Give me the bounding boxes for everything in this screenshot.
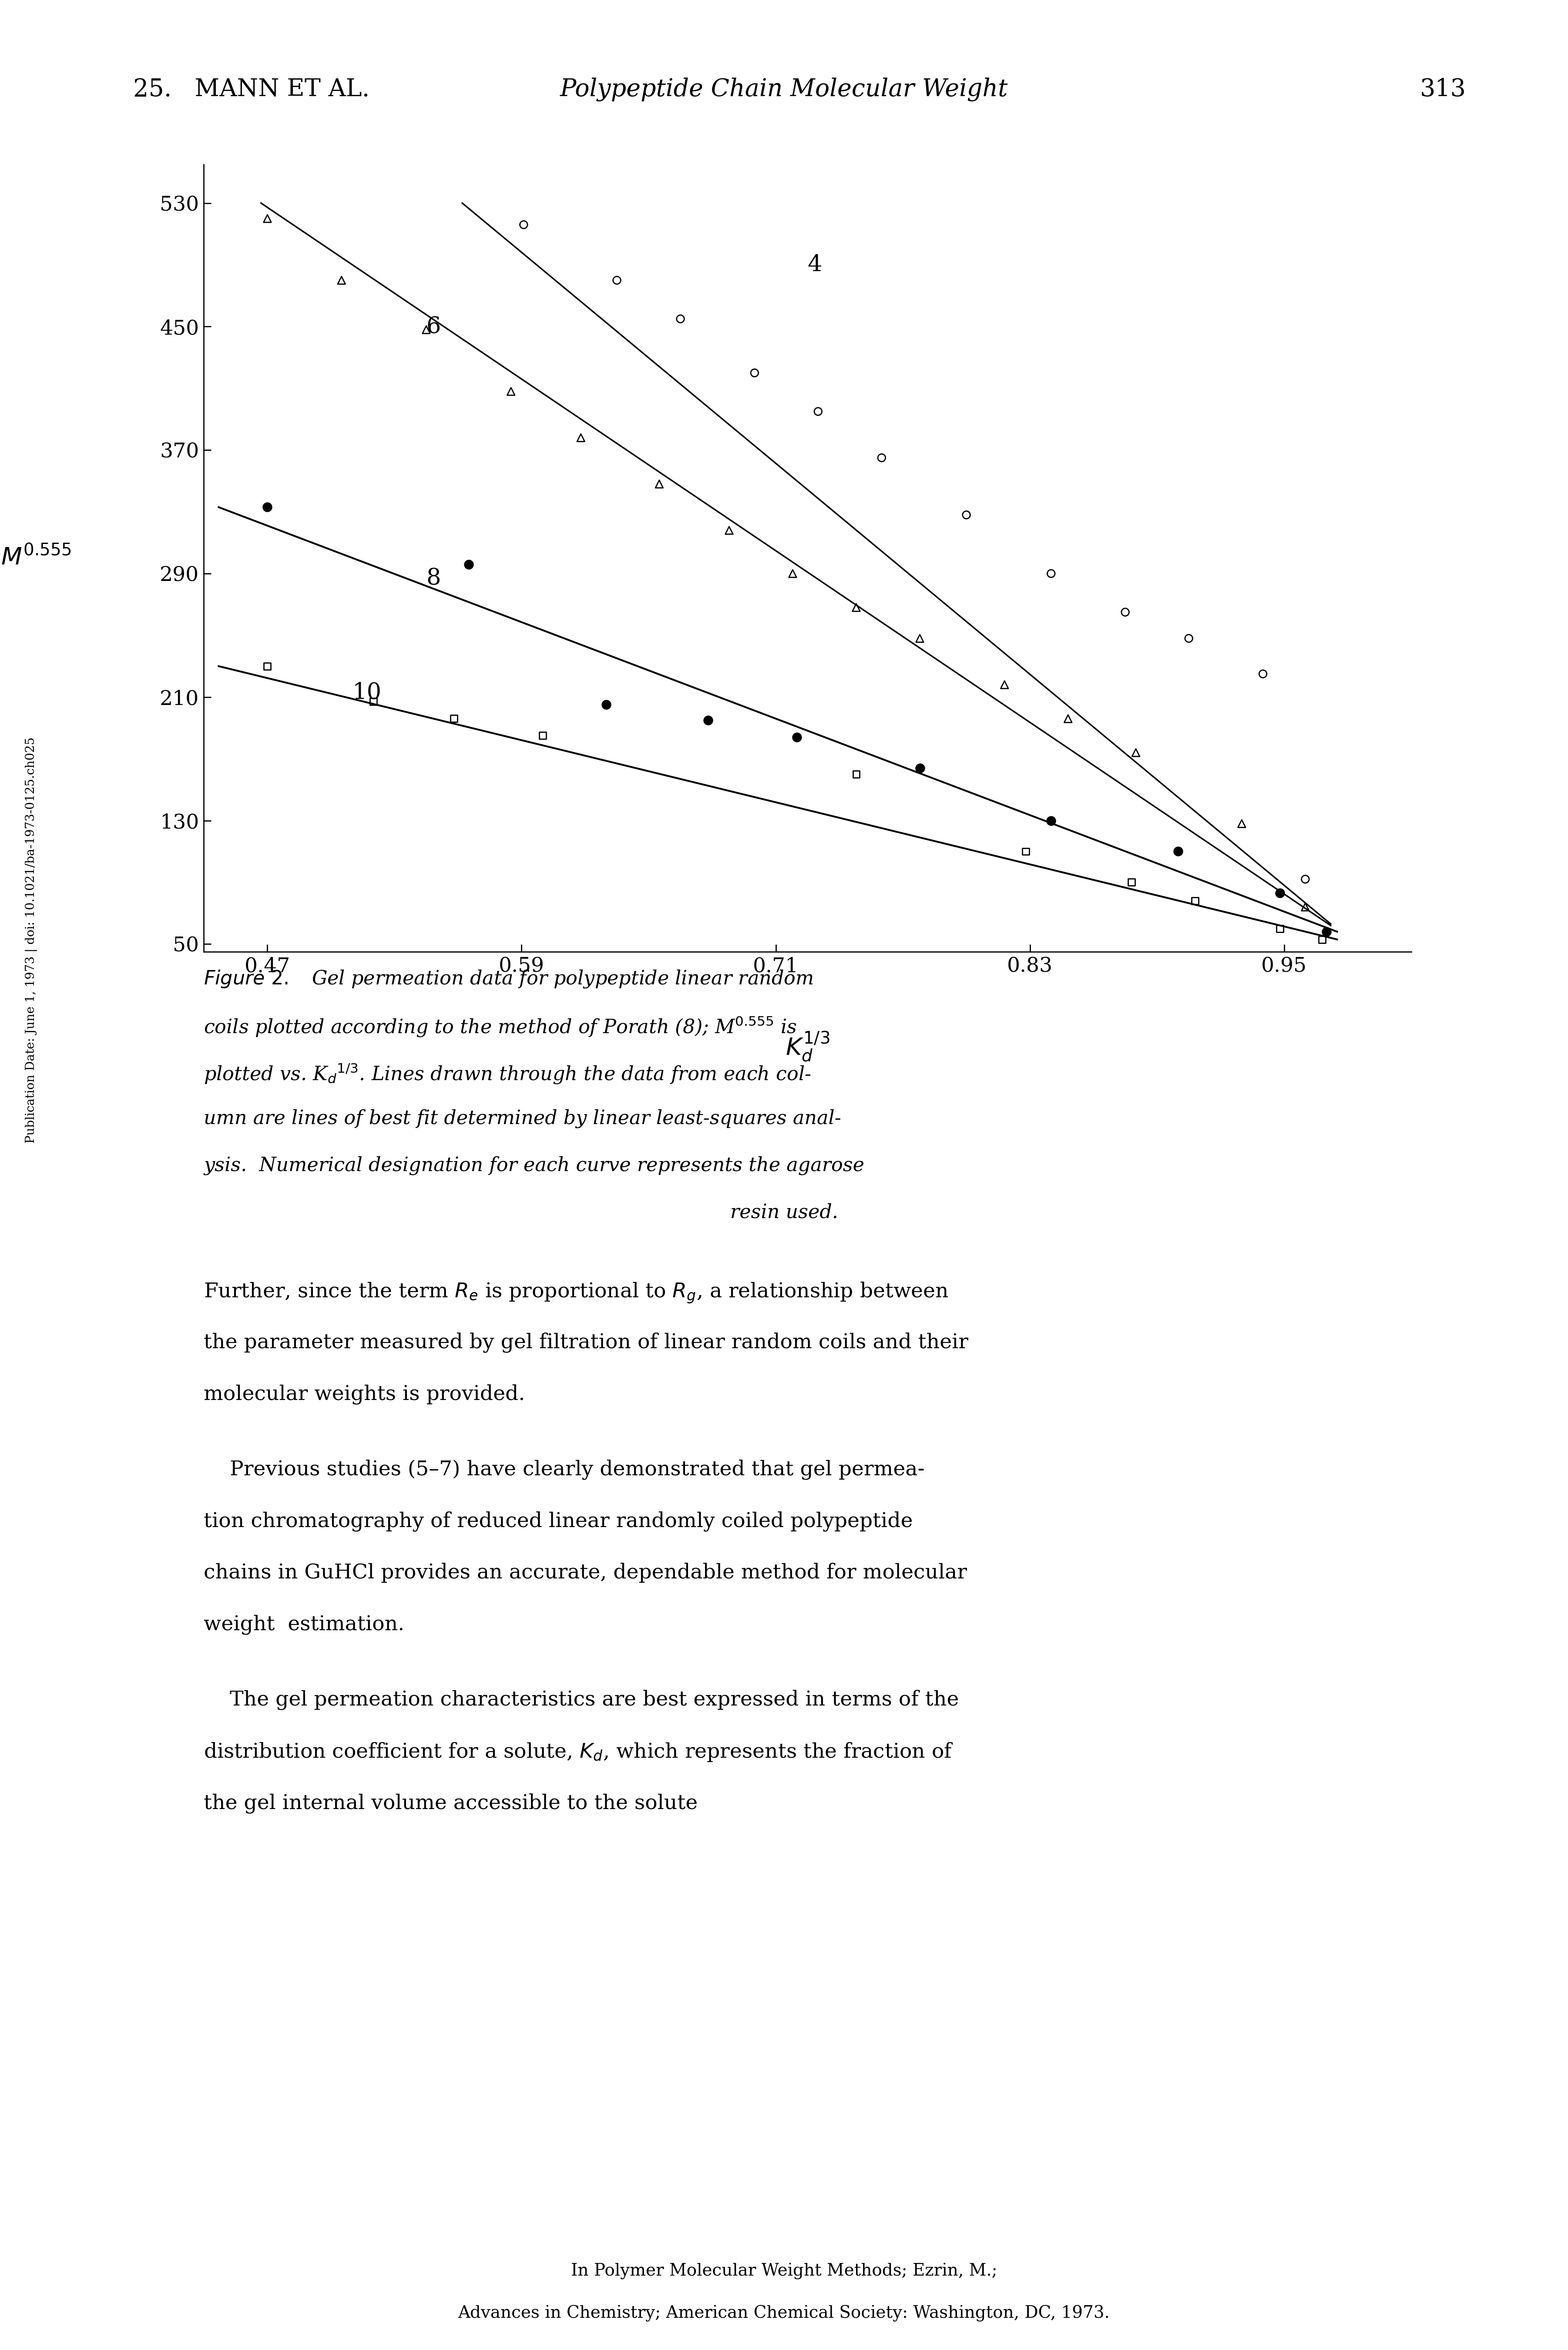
Point [1120,862,1145,900]
Point [1309,921,1334,959]
Point [844,754,869,792]
Point [568,418,593,456]
Point [456,545,481,583]
Point [361,684,386,721]
Point [594,686,619,724]
Point [530,717,555,754]
Point [1267,874,1292,912]
Point [742,355,767,392]
Point [696,700,721,738]
Text: Previous studies (5–7) have clearly demonstrated that gel permea-: Previous studies (5–7) have clearly demo… [204,1459,925,1480]
Point [441,700,466,738]
Text: distribution coefficient for a solute, $K_d$, which represents the fraction of: distribution coefficient for a solute, $… [204,1741,953,1762]
Text: Publication Date: June 1, 1973 | doi: 10.1021/ba-1973-0125.ch025: Publication Date: June 1, 1973 | doi: 10… [25,738,38,1142]
Point [604,261,629,298]
Point [1055,700,1080,738]
Point [953,496,978,533]
Point [784,719,809,757]
Point [646,465,671,503]
Point [1314,912,1339,949]
Text: the parameter measured by gel filtration of linear random coils and their: the parameter measured by gel filtration… [204,1332,969,1354]
Point [1113,592,1138,630]
Text: $K_d^{1/3}$: $K_d^{1/3}$ [786,1029,829,1062]
Point [993,665,1018,703]
Text: umn are lines of best fit determined by linear least-squares anal-: umn are lines of best fit determined by … [204,1109,842,1128]
Point [256,200,281,237]
Point [1250,656,1275,693]
Point [256,489,281,526]
Point [511,207,536,244]
Text: 25.   MANN ET AL.: 25. MANN ET AL. [133,78,370,101]
Point [1229,804,1254,841]
Text: coils plotted according to the method of Porath (8); M$^{0.555}$ is: coils plotted according to the method of… [204,1015,797,1039]
Point [329,261,354,298]
Text: plotted vs. K$_d$$^{1/3}$. Lines drawn through the data from each col-: plotted vs. K$_d$$^{1/3}$. Lines drawn t… [204,1062,811,1086]
Text: 8: 8 [426,566,441,590]
Text: 6: 6 [426,315,441,338]
Point [869,439,894,477]
Text: 313: 313 [1421,78,1466,101]
Text: 10: 10 [353,682,381,703]
Text: $\it{Figure\ 2.}$   Gel permeation data for polypeptide linear random: $\it{Figure\ 2.}$ Gel permeation data fo… [204,968,814,989]
Text: Polypeptide Chain Molecular Weight: Polypeptide Chain Molecular Weight [560,78,1008,101]
Point [844,590,869,627]
Text: ysis.  Numerical designation for each curve represents the agarose: ysis. Numerical designation for each cur… [204,1156,864,1175]
Text: molecular weights is provided.: molecular weights is provided. [204,1384,525,1405]
Point [1292,888,1317,926]
Text: resin used.: resin used. [731,1203,837,1222]
Point [1182,881,1207,919]
Point [668,301,693,338]
Text: Further, since the term $R_e$ is proportional to $R_g$, a relationship between: Further, since the term $R_e$ is proport… [204,1281,949,1304]
Point [781,555,806,592]
Point [1165,832,1190,870]
Text: $M^{0.555}$: $M^{0.555}$ [0,545,71,571]
Point [414,310,439,348]
Point [1123,733,1148,771]
Point [717,512,742,550]
Point [1038,801,1063,839]
Text: The gel permeation characteristics are best expressed in terms of the: The gel permeation characteristics are b… [204,1690,960,1711]
Point [908,750,933,787]
Point [908,620,933,658]
Point [1267,909,1292,947]
Point [806,392,831,430]
Text: weight  estimation.: weight estimation. [204,1614,405,1633]
Text: tion chromatography of reduced linear randomly coiled polypeptide: tion chromatography of reduced linear ra… [204,1511,913,1532]
Text: chains in GuHCl provides an accurate, dependable method for molecular: chains in GuHCl provides an accurate, de… [204,1563,967,1584]
Text: Advances in Chemistry; American Chemical Society: Washington, DC, 1973.: Advances in Chemistry; American Chemical… [458,2305,1110,2322]
Point [1038,555,1063,592]
Point [1292,860,1317,898]
Text: In Polymer Molecular Weight Methods; Ezrin, M.;: In Polymer Molecular Weight Methods; Ezr… [571,2263,997,2280]
Point [499,374,524,411]
Point [256,646,281,684]
Point [1013,832,1038,870]
Text: the gel internal volume accessible to the solute: the gel internal volume accessible to th… [204,1793,698,1814]
Point [1176,620,1201,658]
Text: 4: 4 [808,254,822,275]
